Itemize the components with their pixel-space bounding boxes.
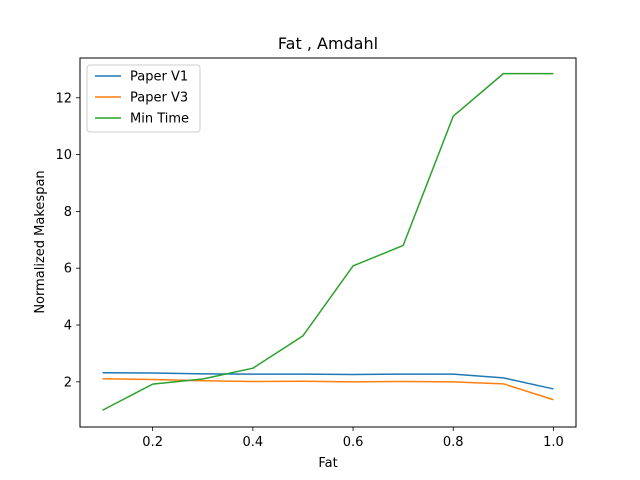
y-tick-label: 12 [55, 91, 72, 106]
x-tick-label: 0.8 [443, 435, 464, 450]
legend-label-0: Paper V1 [130, 70, 188, 85]
y-tick-label: 8 [64, 205, 72, 220]
y-tick-label: 10 [55, 148, 72, 163]
y-tick-label: 4 [64, 319, 72, 334]
series-line-1 [102, 377, 554, 401]
x-tick-label: 0.2 [142, 435, 163, 450]
plot-lines [102, 72, 554, 411]
x-tick-label: 1.0 [543, 435, 564, 450]
plot-frame [79, 57, 577, 428]
x-tick-label: 0.4 [243, 435, 264, 450]
legend-box [86, 64, 201, 133]
y-tick-label: 2 [64, 375, 72, 390]
legend-label-1: Paper V3 [130, 91, 188, 106]
y-axis: 2 4 6 8 10 12 [55, 91, 80, 390]
series-line-2 [102, 72, 554, 411]
x-tick-label: 0.6 [343, 435, 364, 450]
legend: Paper V1 Paper V3 Min Time [86, 64, 201, 133]
x-axis: 0.2 0.4 0.6 0.8 1.0 [142, 427, 564, 450]
legend-label-2: Min Time [130, 112, 189, 127]
y-tick-label: 6 [64, 262, 72, 277]
series-line-0 [102, 371, 554, 390]
x-axis-label: Fat [318, 456, 337, 471]
y-axis-label: Normalized Makespan [33, 170, 48, 313]
chart-title: Fat , Amdahl [278, 34, 378, 53]
